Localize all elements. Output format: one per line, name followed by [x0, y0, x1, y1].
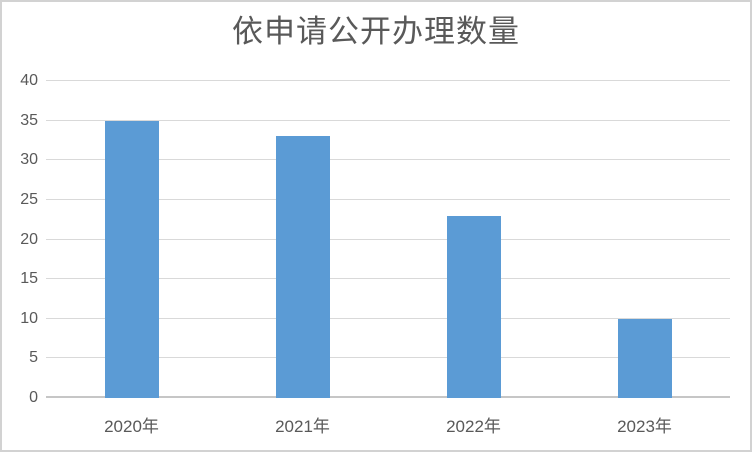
y-tick-label-35: 35: [20, 111, 38, 129]
bar-slot: [46, 81, 217, 398]
bar-2021年: [275, 136, 330, 398]
plot-area: [46, 80, 730, 398]
gridline: [46, 80, 730, 81]
y-tick-label-20: 20: [20, 230, 38, 248]
x-axis-line: [46, 396, 730, 398]
y-axis-tick-labels: 0 5 10 15 20 25 30 35 40: [2, 72, 38, 406]
y-tick-label-25: 25: [20, 190, 38, 208]
y-tick-label-0: 0: [29, 389, 38, 406]
y-tick-label-5: 5: [29, 349, 38, 367]
gridline: [46, 278, 730, 280]
x-axis-category-labels: 2020年 2021年 2022年 2023年: [46, 406, 730, 437]
bar-2020年: [104, 120, 159, 398]
x-tick-label-2021年: 2021年: [275, 417, 330, 436]
x-tick-label-2020年: 2020年: [104, 417, 159, 436]
x-tick-label-2022年: 2022年: [446, 417, 501, 436]
bar-slot: [217, 81, 388, 398]
y-tick-label-15: 15: [20, 270, 38, 288]
gridline: [46, 357, 730, 359]
x-tick-label-2023年: 2023年: [617, 417, 672, 436]
gridlines-container: [46, 80, 730, 398]
gridline: [46, 159, 730, 161]
y-tick-label-30: 30: [20, 151, 38, 169]
bar-slot: [559, 81, 730, 398]
gridline: [46, 198, 730, 200]
y-tick-label-40: 40: [20, 72, 38, 89]
bar-2022年: [446, 215, 501, 398]
gridline: [46, 238, 730, 240]
bars-container: [46, 81, 730, 398]
chart-title: 依申请公开办理数量: [232, 14, 520, 49]
bar-slot: [388, 81, 559, 398]
gridline: [46, 119, 730, 121]
y-tick-label-10: 10: [20, 309, 38, 327]
bar-2023年: [617, 318, 672, 398]
gridline: [46, 317, 730, 319]
